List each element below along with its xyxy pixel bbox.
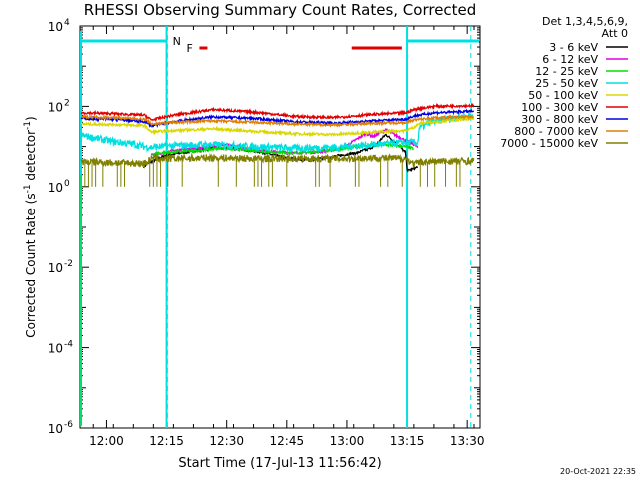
series-lines	[80, 102, 475, 187]
x-tick-label: 12:30	[209, 434, 244, 448]
y-tick-label: 10	[48, 422, 63, 436]
legend-header: Det 1,3,4,5,6,9,	[542, 15, 628, 28]
flare-markers: F	[186, 42, 402, 55]
legend-label: 12 - 25 keV	[535, 65, 598, 78]
series-line-8	[80, 152, 475, 170]
legend-label: 25 - 50 keV	[535, 77, 598, 90]
x-tick-label: 13:15	[390, 434, 425, 448]
x-tick-label: 13:00	[330, 434, 365, 448]
date-stamp: 20-Oct-2021 22:35	[560, 467, 636, 476]
legend-label: 100 - 300 keV	[521, 101, 598, 114]
series-line-7	[80, 113, 475, 128]
y-tick-exponent: -4	[64, 340, 73, 350]
saa-label: N	[173, 35, 181, 48]
y-tick-exponent: 2	[64, 98, 70, 108]
chart-title: RHESSI Observing Summary Count Rates, Co…	[84, 1, 477, 19]
plot-frame	[79, 25, 481, 429]
x-tick-label: 12:45	[270, 434, 305, 448]
y-tick-label: 10	[48, 20, 63, 34]
y-tick-label: 10	[48, 100, 63, 114]
legend-label: 3 - 6 keV	[549, 41, 598, 54]
y-axis-label: Corrected Count Rate (s-1 detector-1)	[23, 116, 38, 337]
series-line-6	[80, 108, 475, 129]
night-intervals: N	[80, 26, 479, 428]
series-line-5	[80, 102, 475, 122]
y-tick-exponent: -6	[64, 420, 73, 430]
y-tick-label: 10	[48, 261, 63, 275]
x-tick-label: 13:30	[450, 434, 485, 448]
series-line-4	[80, 114, 475, 138]
y-tick-exponent: 0	[64, 179, 70, 189]
x-tick-label: 12:00	[89, 434, 124, 448]
x-axis: 12:00 12:15 12:30 12:45 13:00 13:15 13:30	[89, 26, 484, 448]
x-tick-label: 12:15	[149, 434, 184, 448]
flare-label: F	[186, 42, 192, 55]
legend-label: 6 - 12 keV	[542, 53, 598, 66]
y-tick-exponent: -2	[64, 259, 73, 269]
legend-label: 800 - 7000 keV	[514, 125, 598, 138]
legend-header: Att 0	[602, 27, 628, 40]
y-tick-label: 10	[48, 342, 63, 356]
legend-label: 300 - 800 keV	[521, 113, 598, 126]
x-axis-label: Start Time (17-Jul-13 11:56:42)	[178, 456, 381, 471]
y-tick-exponent: 4	[64, 18, 70, 28]
legend-label: 50 - 100 keV	[528, 89, 598, 102]
legend-label: 7000 - 15000 keV	[500, 137, 598, 150]
series-line-3	[80, 112, 475, 154]
y-tick-label: 10	[48, 181, 63, 195]
